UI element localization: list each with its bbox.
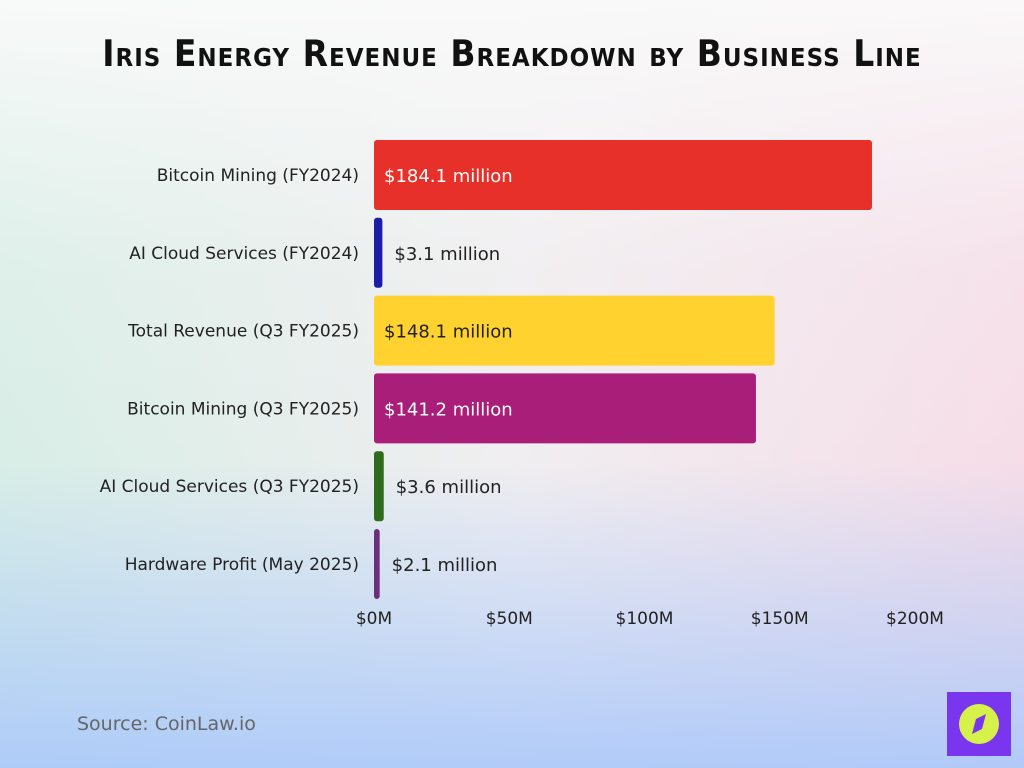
bar <box>374 295 775 366</box>
category-label: Bitcoin Mining (FY2024) <box>157 166 359 186</box>
bar <box>374 140 872 210</box>
x-tick-label: $200M <box>886 609 944 629</box>
data-label: $3.6 million <box>396 477 502 498</box>
category-label: Bitcoin Mining (Q3 FY2025) <box>127 399 359 419</box>
bar <box>374 451 384 522</box>
data-label: $2.1 million <box>392 555 498 576</box>
x-tick-label: $100M <box>616 609 674 629</box>
compass-icon <box>959 704 999 744</box>
category-label: AI Cloud Services (Q3 FY2025) <box>100 477 359 497</box>
data-label: $141.2 million <box>384 399 513 420</box>
logo <box>947 692 1011 756</box>
category-label: Hardware Profit (May 2025) <box>125 555 359 575</box>
category-label: AI Cloud Services (FY2024) <box>129 244 359 264</box>
data-label: $148.1 million <box>384 322 513 343</box>
data-label: $184.1 million <box>384 166 513 187</box>
x-tick-label: $0M <box>356 609 392 629</box>
bar <box>374 217 383 288</box>
x-tick-label: $150M <box>751 609 809 629</box>
bar <box>374 373 756 444</box>
data-label: $3.1 million <box>394 244 500 265</box>
x-tick-label: $50M <box>486 609 533 629</box>
chart-title: Iris Energy Revenue Breakdown by Busines… <box>102 32 922 75</box>
source-text: Source: CoinLaw.io <box>77 713 256 735</box>
bar <box>374 529 380 599</box>
category-label: Total Revenue (Q3 FY2025) <box>127 322 359 342</box>
